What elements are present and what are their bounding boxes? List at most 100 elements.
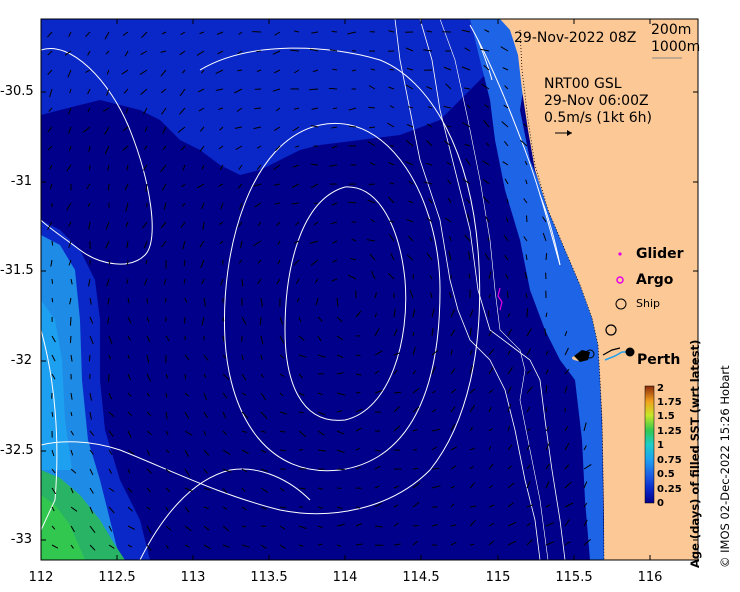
current-vector [88, 354, 91, 362]
ship-marker-2 [585, 349, 595, 359]
current-vector [260, 354, 263, 360]
current-vector [222, 525, 230, 532]
current-vector [241, 449, 249, 455]
current-vector [564, 385, 568, 394]
current-vector [336, 544, 342, 547]
current-vector [488, 294, 491, 299]
current-vector [66, 164, 72, 172]
current-vector [526, 539, 533, 546]
current-vector [405, 47, 414, 52]
current-vector [182, 164, 186, 171]
current-vector [165, 297, 167, 303]
current-vector [488, 485, 493, 489]
current-vector [260, 449, 267, 453]
current-vector [443, 66, 452, 71]
current-vector [331, 30, 338, 33]
current-vector [47, 31, 53, 38]
current-vector [291, 183, 300, 189]
current-vector [218, 183, 224, 187]
current-vector [256, 50, 262, 53]
current-vector [317, 411, 326, 416]
current-vector [222, 487, 228, 494]
current-vector [329, 49, 338, 52]
current-vector [146, 449, 151, 456]
current-vector [127, 259, 129, 266]
current-vector [393, 485, 399, 489]
current-vector [222, 449, 231, 456]
cyan-region-2 [41, 300, 72, 470]
current-vector [347, 31, 357, 35]
colorbar-tick: 0.75 [657, 455, 682, 466]
current-vector [336, 297, 339, 307]
current-vector [504, 85, 509, 90]
current-vector [256, 164, 262, 171]
bathy-line-3 [439, 19, 549, 560]
sst-contour-2 [223, 122, 441, 472]
current-vector [51, 506, 55, 512]
current-vector [484, 253, 490, 261]
current-vector [469, 309, 474, 318]
current-vector [351, 69, 357, 72]
current-vector [488, 463, 494, 470]
current-vector [564, 368, 570, 375]
x-tick-label: 113.5 [250, 570, 288, 585]
current-vector [203, 373, 207, 378]
current-vector [165, 525, 172, 531]
current-vector [89, 411, 92, 420]
current-vector [257, 221, 262, 227]
current-vector [336, 316, 343, 323]
current-vector [374, 350, 383, 356]
current-vector [160, 164, 167, 173]
current-vector [387, 122, 395, 128]
current-vector [295, 221, 300, 226]
current-vector [507, 502, 514, 508]
current-vector [105, 240, 110, 249]
current-vector [350, 257, 357, 261]
current-vector [241, 525, 247, 528]
colorbar-tick: 2 [657, 383, 664, 394]
current-vector [355, 466, 361, 470]
model-line-1: NRT00 GSL [544, 76, 622, 92]
current-vector [294, 30, 300, 33]
current-vector [70, 468, 77, 474]
current-vector [253, 240, 262, 247]
current-vector [507, 482, 515, 489]
current-vector [389, 220, 395, 223]
current-vector [564, 481, 572, 489]
current-vector [488, 406, 492, 413]
current-vector [469, 519, 476, 527]
current-vector [219, 164, 224, 171]
current-vector [355, 523, 362, 527]
current-vector [405, 161, 414, 166]
current-vector [127, 430, 132, 438]
current-vector [239, 202, 243, 210]
current-vector [203, 449, 210, 456]
current-vector [238, 164, 243, 170]
current-vector [88, 145, 91, 152]
current-vector [69, 297, 72, 305]
current-vector [449, 292, 452, 299]
current-vector [160, 88, 167, 94]
current-vector [241, 487, 246, 493]
current-vector [525, 179, 528, 185]
current-vector [545, 426, 550, 432]
colorbar-tick: 1.25 [657, 426, 682, 437]
current-vector [298, 487, 306, 490]
current-vector [317, 506, 324, 509]
current-vector [201, 164, 205, 170]
current-vector [545, 384, 548, 394]
current-vector [329, 164, 338, 167]
current-vector [331, 202, 338, 206]
current-vector [387, 272, 395, 280]
current-vector [462, 178, 471, 185]
current-vector [298, 544, 304, 547]
current-vector [89, 316, 94, 324]
current-vector [201, 202, 205, 210]
current-vector [429, 275, 433, 280]
current-vector [450, 465, 457, 470]
current-vector [355, 310, 362, 318]
current-vector [332, 68, 338, 71]
current-vector [199, 126, 205, 132]
perth-dot [625, 347, 635, 357]
current-vector [393, 405, 401, 413]
